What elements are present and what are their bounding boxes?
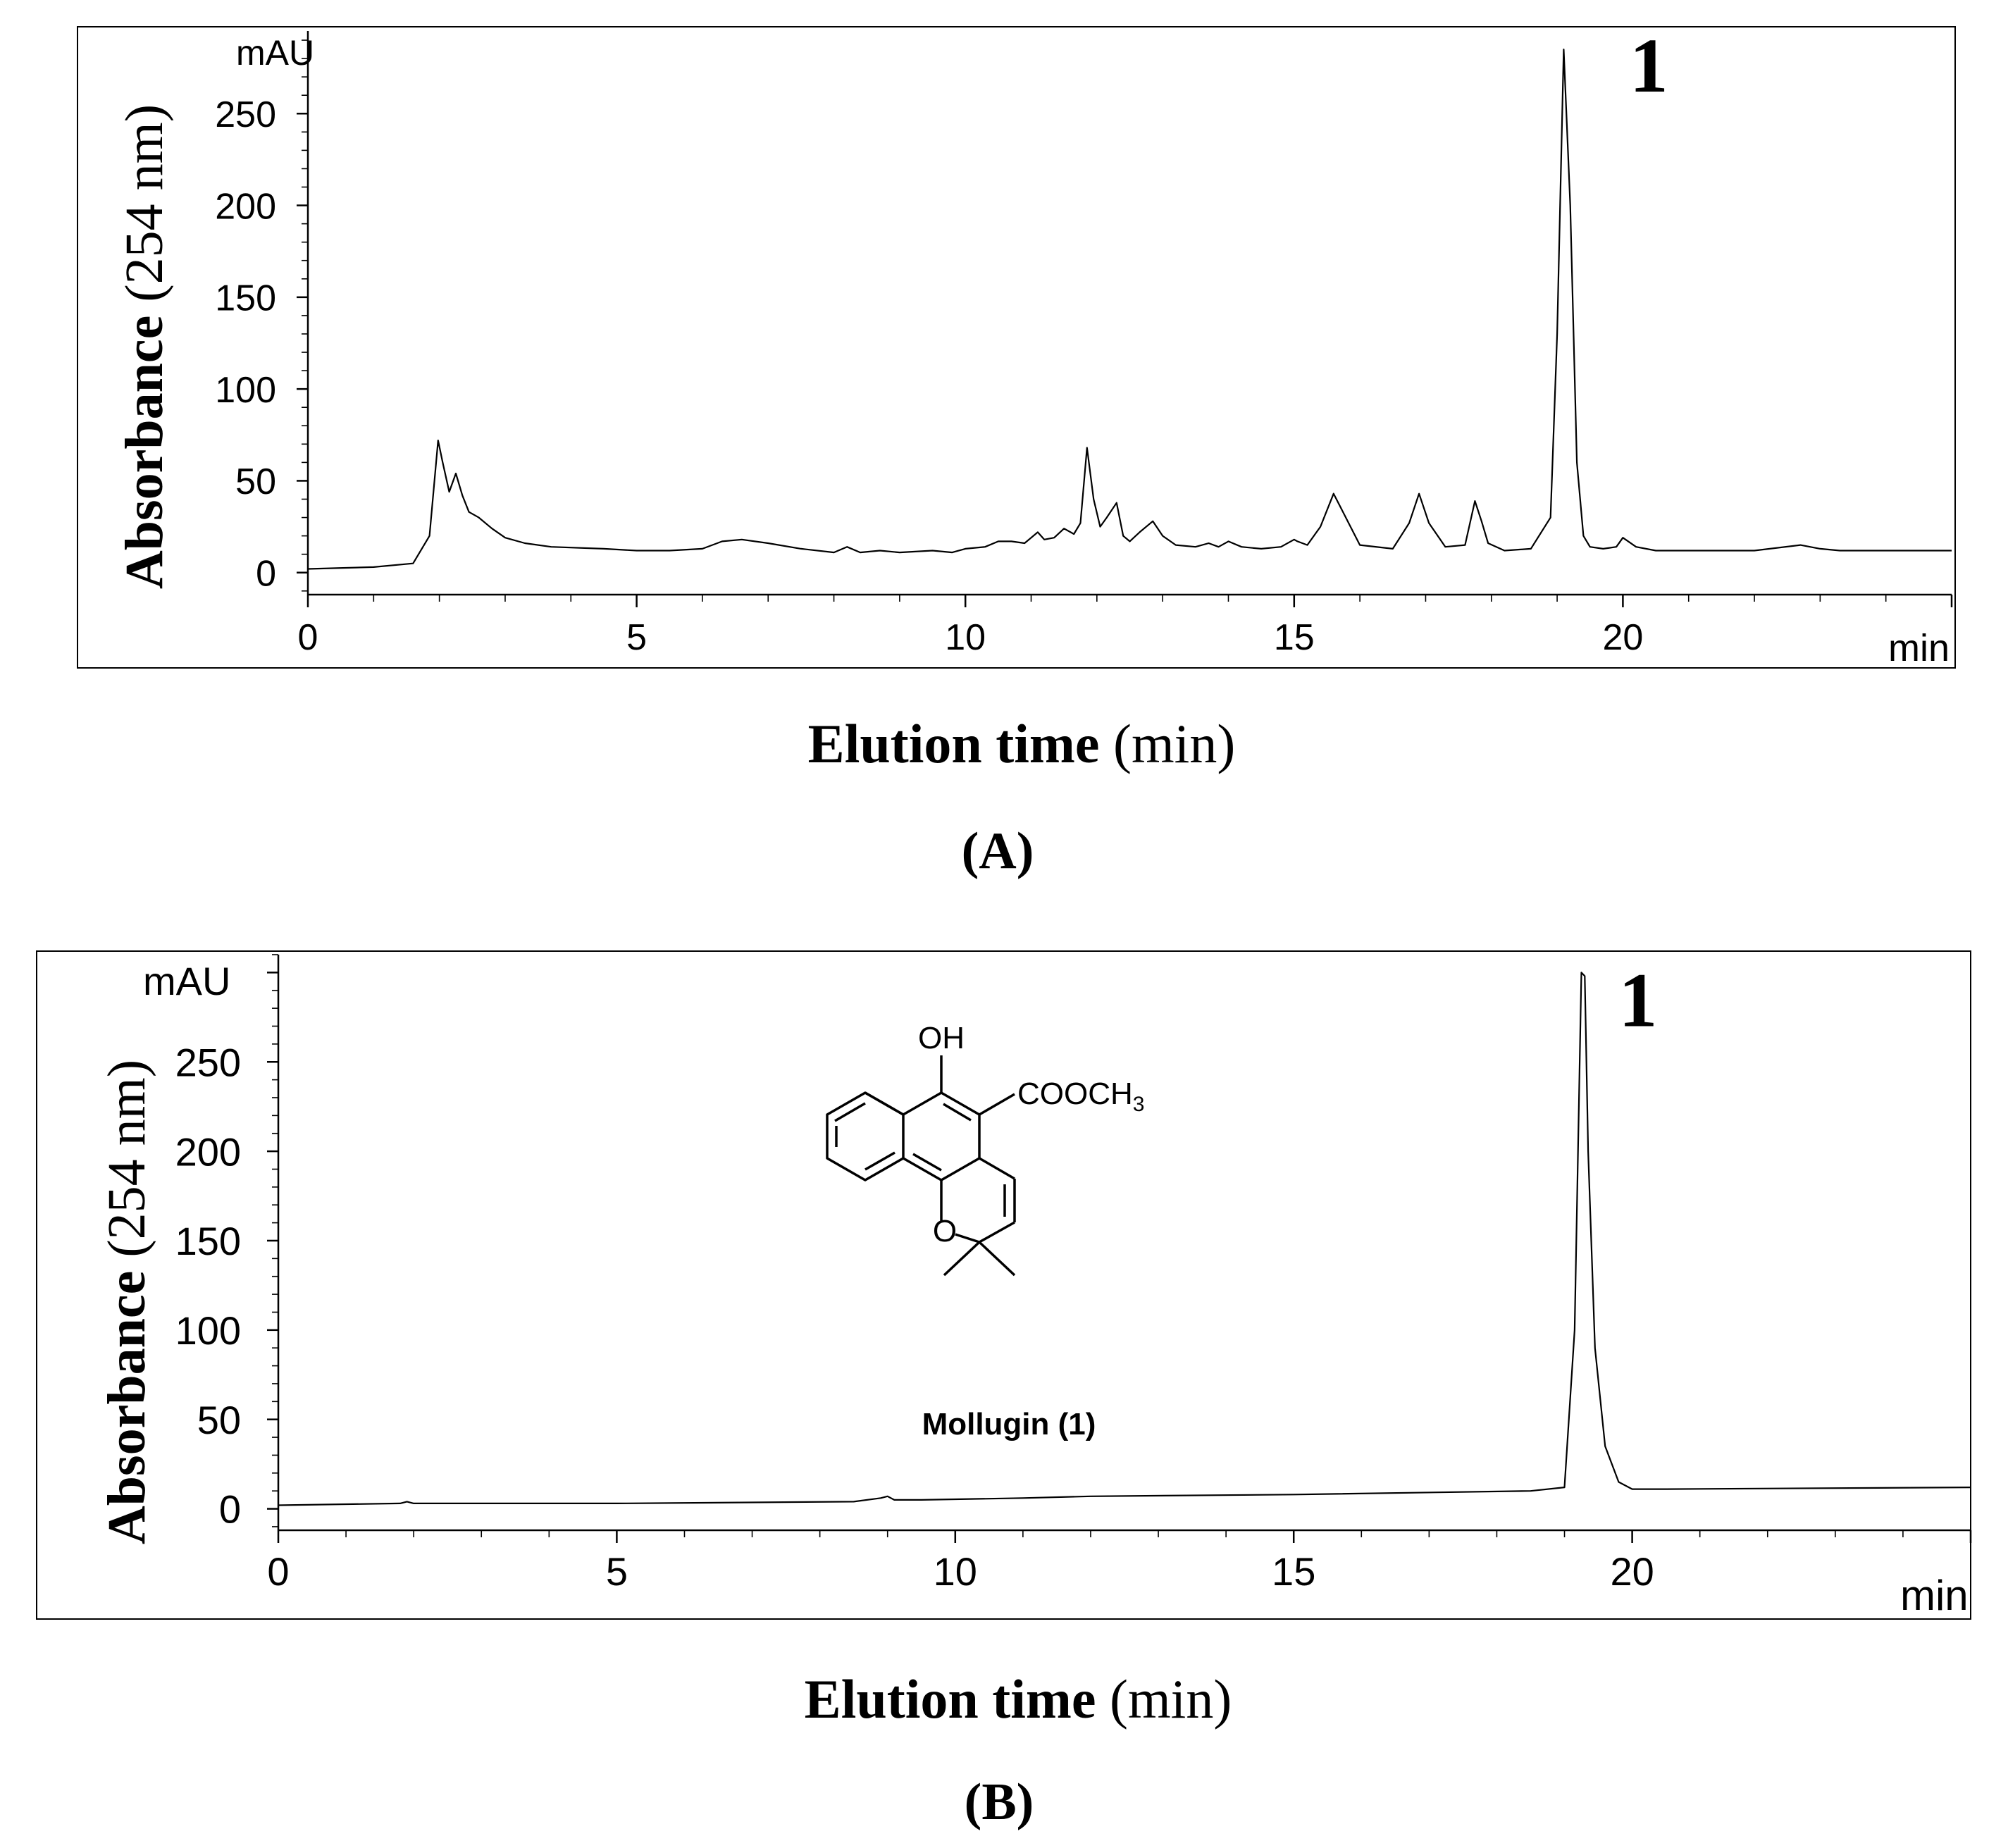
- panel-a: 0 50 100 150 200 250 0 5 10 15 20 mAU min 1 Absor…: [77, 23, 1956, 880]
- x-tick-label: 10: [945, 617, 986, 658]
- structure-bond: [943, 1103, 972, 1122]
- structure-bond: [834, 1102, 866, 1122]
- y-tick-label: 250: [215, 94, 276, 135]
- panel-b-peak-label: 1: [1618, 957, 1657, 1043]
- structure-pyran-bond: [955, 1233, 980, 1244]
- structure-oh-label: OH: [918, 1021, 965, 1055]
- structure-bond: [912, 1153, 942, 1172]
- structure-ester-label: COOCH3: [1017, 1077, 1144, 1116]
- x-tick-label: 5: [606, 1549, 628, 1594]
- structure-ester-bond: [979, 1093, 1015, 1116]
- structure-benzene-ring: [826, 1091, 905, 1182]
- panel-a-y-unit: mAU: [236, 33, 314, 73]
- panel-b-y-label: Absorbance (254 nm): [97, 1060, 156, 1544]
- structure-bond: [864, 1151, 895, 1171]
- panel-a-chromatogram-line: [307, 49, 1952, 570]
- panel-a-y-label: Absorbance (254 nm): [115, 104, 174, 589]
- structure-pyran-bond: [979, 1157, 1015, 1180]
- panel-a-peak-label: 1: [1630, 23, 1668, 108]
- panel-a-x-ticks: 0 5 10 15 20: [298, 595, 1953, 658]
- mollugin-structure: [826, 1055, 1016, 1277]
- x-tick-label: 0: [298, 617, 318, 658]
- panel-a-frame: [77, 26, 1956, 669]
- y-tick-label: 150: [175, 1219, 241, 1263]
- x-tick-label: 10: [934, 1549, 977, 1594]
- panel-b-x-ticks: 0 5 10 15 20: [267, 1530, 1972, 1594]
- x-tick-label: 20: [1602, 617, 1643, 658]
- y-tick-label: 50: [235, 461, 276, 502]
- y-tick-label: 200: [175, 1129, 241, 1174]
- x-tick-label: 15: [1272, 1549, 1315, 1594]
- x-tick-label: 20: [1610, 1549, 1654, 1594]
- y-tick-label: 50: [197, 1398, 241, 1442]
- y-tick-label: 200: [215, 186, 276, 227]
- panel-b-x-unit: min: [1900, 1572, 1969, 1619]
- panel-b-caption: (B): [965, 1773, 1034, 1831]
- structure-methyl-bond: [943, 1241, 981, 1277]
- structure-middle-ring: [864, 1091, 981, 1182]
- x-tick-label: 0: [267, 1549, 289, 1594]
- y-tick-label: 100: [215, 370, 276, 411]
- panel-a-x-unit: min: [1888, 627, 1950, 669]
- structure-pyran-bond: [979, 1221, 1015, 1244]
- panel-b: 0 50 100 150 200 250 0 5 10 15 20 mAU min 1 Absor…: [36, 950, 1972, 1831]
- structure-ring-o-label: O: [933, 1214, 957, 1248]
- y-tick-label: 0: [256, 553, 276, 594]
- y-tick-label: 100: [175, 1308, 241, 1353]
- compound-name-label: Mollugin (1): [922, 1407, 1096, 1441]
- panel-b-frame: [36, 950, 1971, 1620]
- y-tick-label: 150: [215, 278, 276, 319]
- structure-methyl-bond: [978, 1241, 1016, 1277]
- panel-b-x-label: Elution time (min): [805, 1668, 1232, 1730]
- x-tick-label: 15: [1274, 617, 1315, 658]
- panel-b-y-unit: mAU: [143, 959, 230, 1003]
- panel-a-x-label: Elution time (min): [808, 713, 1236, 774]
- panel-b-y-ticks: 0 50 100 150 200 250: [175, 954, 278, 1532]
- y-tick-label: 0: [219, 1487, 241, 1532]
- y-tick-label: 250: [175, 1040, 241, 1084]
- panel-a-caption: (A): [962, 822, 1034, 880]
- panel-a-y-ticks: 0 50 100 150 200 250: [215, 39, 308, 594]
- x-tick-label: 5: [626, 617, 647, 658]
- panel-b-chromatogram-line: [278, 972, 1971, 1506]
